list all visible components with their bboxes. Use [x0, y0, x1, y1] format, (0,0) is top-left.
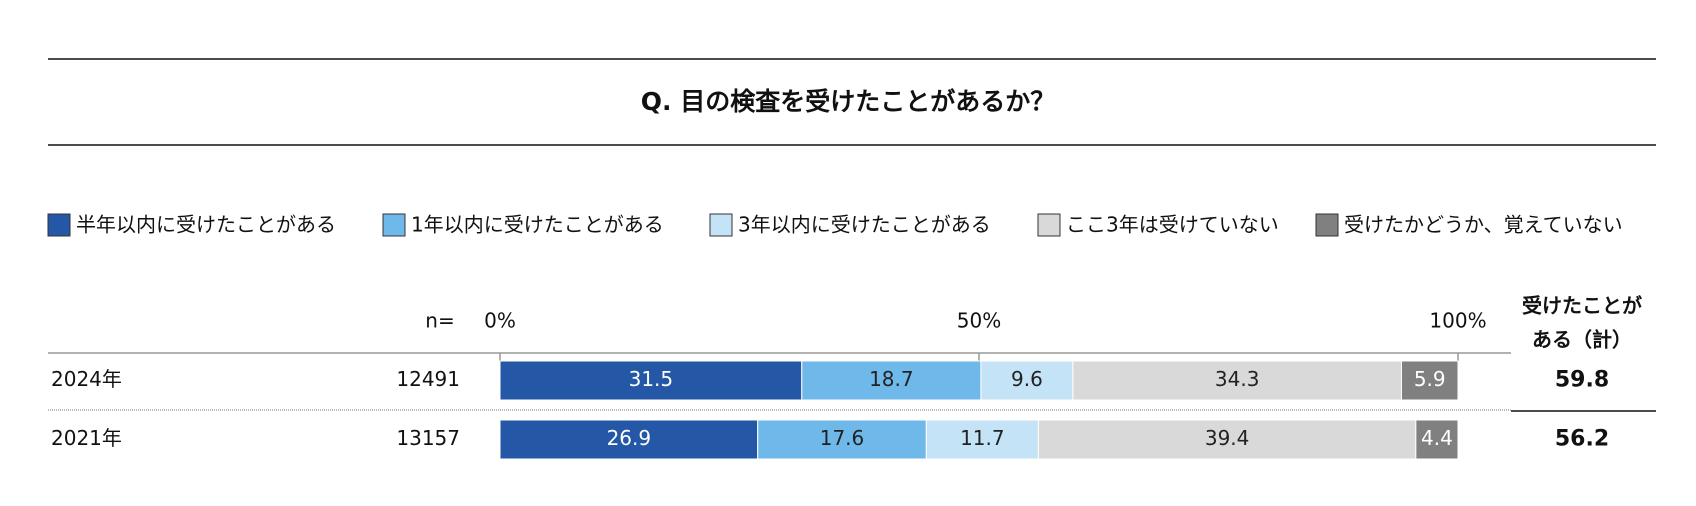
x-tick-label: 100% [1429, 309, 1486, 333]
bar-segment [1400, 360, 1459, 401]
bar-segment [1072, 360, 1402, 401]
value-label: 18.7 [869, 367, 914, 391]
legend-swatch [709, 213, 733, 237]
legend-swatch [47, 213, 71, 237]
legend-label: ここ3年は受けていない [1066, 213, 1279, 237]
legend-label: 1年以内に受けたことがある [411, 213, 664, 237]
n-value: 12491 [396, 367, 460, 391]
bar-segment [499, 360, 803, 401]
x-tick-label: 0% [484, 309, 516, 333]
bar-segment [1037, 419, 1417, 460]
value-label: 11.7 [960, 426, 1005, 450]
bar-segment [980, 360, 1074, 401]
legend-label: 3年以内に受けたことがある [738, 213, 991, 237]
legend-swatch [1037, 213, 1061, 237]
bar-segment [801, 360, 982, 401]
bar-segment [1415, 419, 1459, 460]
total-header: 受けたことが [1522, 294, 1642, 318]
total-header: ある（計） [1532, 328, 1632, 352]
n-value: 13157 [396, 426, 460, 450]
x-tick-label: 50% [957, 309, 1001, 333]
value-label: 31.5 [629, 367, 674, 391]
value-label: 26.9 [607, 426, 652, 450]
n-header: n= [425, 309, 454, 333]
legend-swatch [1315, 213, 1339, 237]
bar-segment [499, 419, 759, 460]
value-label: 5.9 [1414, 367, 1446, 391]
chart-title: Q. 目の検査を受けたことがあるか？ [641, 87, 1055, 116]
category-label: 2024年 [51, 367, 122, 391]
total-value: 56.2 [1555, 427, 1609, 452]
value-label: 17.6 [820, 426, 865, 450]
value-label: 9.6 [1011, 367, 1043, 391]
total-value: 59.8 [1555, 368, 1609, 393]
legend-label: 受けたかどうか、覚えていない [1344, 213, 1623, 237]
value-label: 39.4 [1205, 426, 1250, 450]
legend-label: 半年以内に受けたことがある [76, 213, 336, 237]
category-label: 2021年 [51, 426, 122, 450]
value-label: 34.3 [1215, 367, 1260, 391]
value-label: 4.4 [1421, 426, 1453, 450]
legend-swatch [382, 213, 406, 237]
